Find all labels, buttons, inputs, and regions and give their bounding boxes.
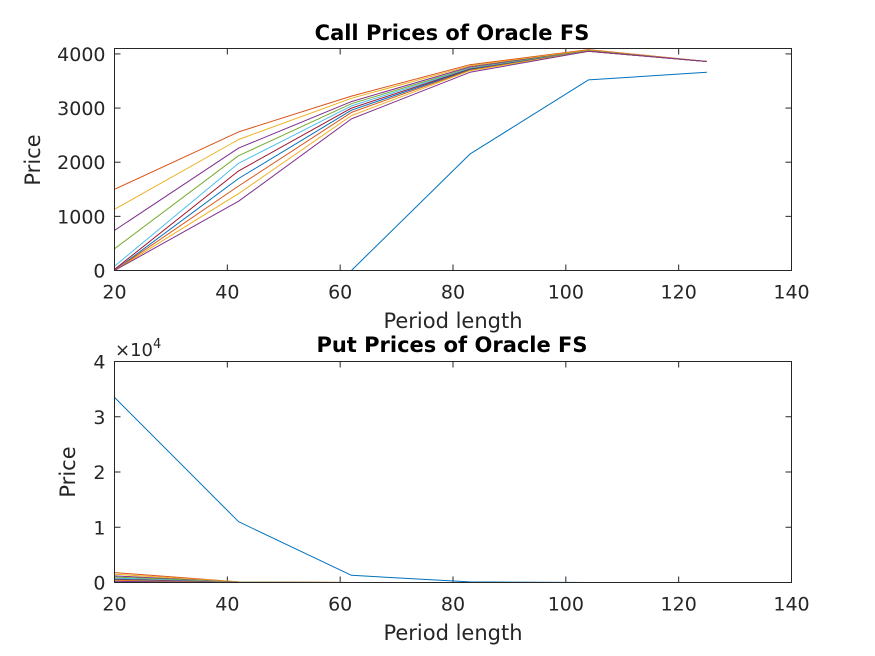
put-y-exponent-power: 4 <box>153 337 161 352</box>
put-x-axis-label: Period length <box>383 621 522 645</box>
put-x-tick-label: 100 <box>548 594 584 616</box>
call-axes-frame <box>114 48 792 271</box>
call-y-tick-label: 3000 <box>57 98 105 120</box>
put-y-exponent-base: ×10 <box>115 340 153 361</box>
call-x-tick-label: 40 <box>215 282 239 304</box>
call-x-tick-label: 140 <box>773 282 809 304</box>
put-y-tick-label: 4 <box>93 352 105 374</box>
call-series-line-11 <box>114 50 707 271</box>
call-x-tick-label: 80 <box>441 282 465 304</box>
call-prices-axes: Call Prices of Oracle FS Period length P… <box>21 21 810 333</box>
put-x-tick-label: 80 <box>441 594 465 616</box>
call-x-tick-label: 100 <box>548 282 584 304</box>
call-x-axis-label: Period length <box>383 309 522 333</box>
put-chart-title: Put Prices of Oracle FS <box>316 333 587 357</box>
call-y-axis-label: Price <box>21 134 45 185</box>
put-y-tick-label: 2 <box>93 462 105 484</box>
put-x-tick-label: 40 <box>215 594 239 616</box>
call-y-tick-label: 1000 <box>57 206 105 228</box>
put-axes-frame <box>114 361 792 583</box>
put-x-tick-label: 140 <box>773 594 809 616</box>
call-y-tick-label: 0 <box>93 261 105 283</box>
put-y-axis-label: Price <box>56 446 80 497</box>
call-y-tick-label: 2000 <box>57 152 105 174</box>
put-y-exponent: ×104 <box>115 337 161 361</box>
call-x-tick-label: 120 <box>661 282 697 304</box>
call-x-tick-label: 60 <box>328 282 352 304</box>
call-ticks: 20 40 60 80 100 120 140 0 1000 2000 3000 4000 <box>57 44 809 304</box>
put-ticks: 20 40 60 80 100 120 140 0 1 2 3 4 <box>93 352 809 616</box>
put-x-tick-label: 60 <box>328 594 352 616</box>
put-prices-axes: Put Prices of Oracle FS Period length Pr… <box>56 333 810 645</box>
call-y-tick-label: 4000 <box>57 44 105 66</box>
call-x-tick-label: 20 <box>102 282 126 304</box>
put-y-tick-label: 1 <box>93 517 105 539</box>
put-y-tick-label: 0 <box>93 573 105 595</box>
call-chart-title: Call Prices of Oracle FS <box>315 21 590 45</box>
put-x-tick-label: 20 <box>102 594 126 616</box>
put-x-tick-label: 120 <box>661 594 697 616</box>
put-y-tick-label: 3 <box>93 407 105 429</box>
